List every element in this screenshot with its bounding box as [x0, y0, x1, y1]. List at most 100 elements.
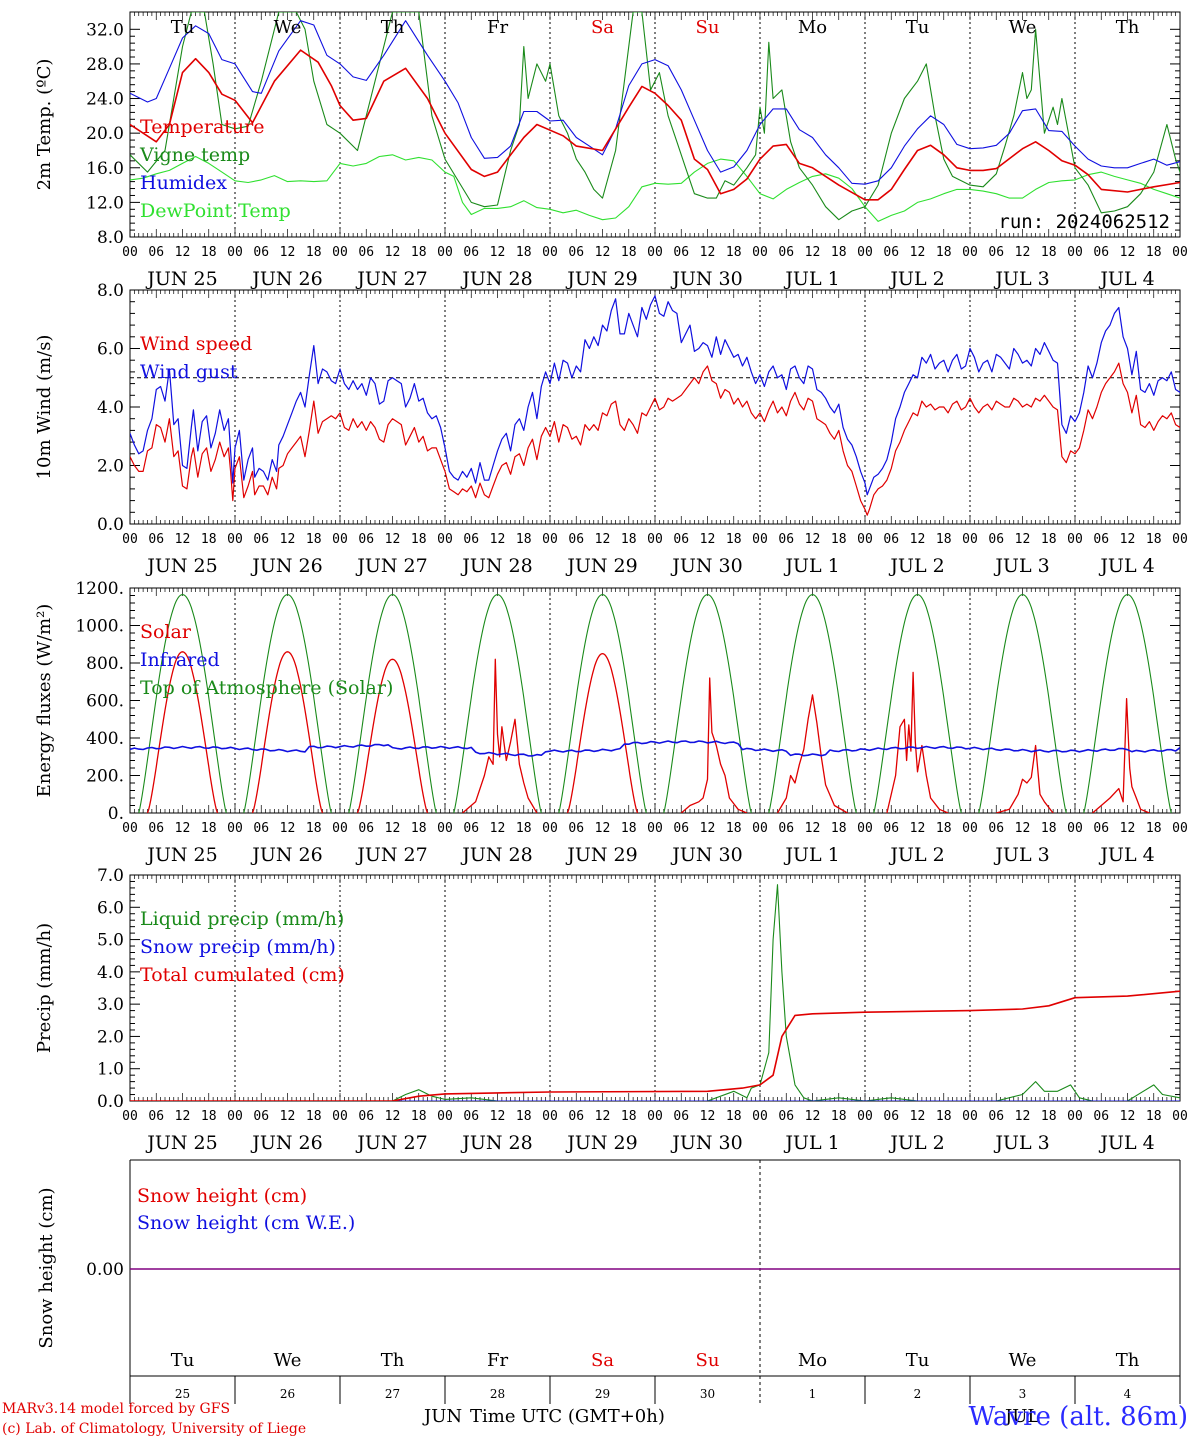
- hour-label: 18: [1146, 532, 1162, 547]
- day-name: Th: [1116, 17, 1140, 38]
- hour-label: 00: [1067, 1109, 1083, 1124]
- day-name: We: [1009, 1350, 1037, 1371]
- date-label: JUN 28: [460, 844, 532, 866]
- series-group: [130, 295, 1180, 516]
- hour-label: 12: [805, 1109, 821, 1124]
- hour-label: 00: [122, 245, 138, 260]
- day-name: Th: [381, 1350, 405, 1371]
- hour-label: 06: [568, 245, 584, 260]
- hour-label: 00: [752, 1109, 768, 1124]
- hour-label: 12: [175, 532, 191, 547]
- hour-label: 06: [778, 821, 794, 836]
- series-group: [130, 12, 1180, 222]
- date-label: JUL 2: [888, 1132, 944, 1154]
- day-name: Su: [696, 1350, 720, 1371]
- day-number: 25: [175, 1387, 190, 1401]
- hour-label: 00: [437, 532, 453, 547]
- y-tick-label: 0.: [108, 804, 124, 824]
- day-name: Su: [696, 17, 720, 38]
- hour-label: 12: [805, 245, 821, 260]
- y-axis-title: 2m Temp. (ºC): [34, 59, 55, 191]
- date-label: JUN 28: [460, 268, 532, 290]
- hour-label: 18: [411, 532, 427, 547]
- hour-label: 12: [175, 821, 191, 836]
- hour-label: 18: [516, 821, 532, 836]
- y-tick-label: 600.: [86, 692, 124, 712]
- hour-label: 12: [910, 245, 926, 260]
- hour-label: 00: [542, 1109, 558, 1124]
- hour-label: 00: [332, 532, 348, 547]
- y-tick-label: 32.0: [86, 20, 124, 40]
- hour-label: 18: [306, 821, 322, 836]
- hour-label: 06: [778, 1109, 794, 1124]
- hour-label: 06: [253, 821, 269, 836]
- hour-label: 12: [700, 821, 716, 836]
- hour-label: 00: [122, 532, 138, 547]
- hour-label: 06: [988, 245, 1004, 260]
- hour-label: 18: [1041, 532, 1057, 547]
- day-number: 27: [385, 1387, 400, 1401]
- day-name: Tu: [906, 17, 930, 38]
- hour-label: 18: [411, 245, 427, 260]
- legend-entry: Humidex: [140, 172, 227, 194]
- date-label: JUL 2: [888, 555, 944, 577]
- hour-label: 00: [1172, 1109, 1188, 1124]
- day-name: Sa: [591, 17, 614, 38]
- y-tick-label: 1000.: [75, 617, 124, 637]
- y-tick-label: 24.0: [86, 90, 124, 110]
- toa-curve: [453, 594, 542, 813]
- panel-5: [129, 1159, 1181, 1404]
- day-name: Tu: [171, 17, 195, 38]
- y-tick-label: 4.0: [97, 963, 124, 983]
- y-tick-label: 2.0: [97, 1027, 124, 1047]
- y-tick-label: 400.: [86, 729, 124, 749]
- day-number: 26: [280, 1387, 295, 1401]
- y-tick-label: 1200.: [75, 579, 124, 599]
- hour-label: 18: [621, 532, 637, 547]
- date-label: JUL 3: [993, 555, 1049, 577]
- series-line: [130, 362, 1180, 516]
- hour-label: 12: [1015, 245, 1031, 260]
- day-name: Mo: [798, 1350, 827, 1371]
- hour-label: 06: [568, 821, 584, 836]
- day-name: Tu: [906, 1350, 930, 1371]
- hour-label: 00: [647, 532, 663, 547]
- legend-entry: Total cumulated (cm): [140, 964, 345, 986]
- day-name: Th: [381, 17, 405, 38]
- hour-label: 00: [647, 1109, 663, 1124]
- hour-label: 00: [332, 821, 348, 836]
- hour-label: 06: [988, 1109, 1004, 1124]
- hour-label: 18: [1146, 1109, 1162, 1124]
- hour-label: 12: [910, 1109, 926, 1124]
- hour-label: 06: [463, 532, 479, 547]
- month-jun-label: JUN: [424, 1406, 463, 1427]
- hour-label: 12: [175, 245, 191, 260]
- hour-label: 18: [201, 245, 217, 260]
- date-label: JUN 28: [460, 1132, 532, 1154]
- y-tick-label: 3.0: [97, 995, 124, 1015]
- series-group: [130, 594, 1180, 813]
- legend-entry: Liquid precip (mm/h): [140, 908, 344, 930]
- hour-label: 00: [962, 1109, 978, 1124]
- hour-label: 06: [358, 821, 374, 836]
- panel-2: [129, 289, 1181, 525]
- y-axis-title: Precip (mm/h): [34, 923, 55, 1053]
- hour-label: 06: [778, 532, 794, 547]
- hour-label: 00: [122, 821, 138, 836]
- date-label: JUL 3: [993, 1132, 1049, 1154]
- date-label: JUN 27: [355, 555, 427, 577]
- y-tick-label: 0.0: [97, 515, 124, 535]
- solar-curve: [356, 658, 429, 813]
- hour-label: 18: [1041, 1109, 1057, 1124]
- solar-curve: [462, 658, 538, 813]
- lab-credit: (c) Lab. of Climatology, University of L…: [2, 1421, 307, 1437]
- legend-entry: Snow height (cm W.E.): [137, 1212, 355, 1234]
- hour-label: 12: [385, 821, 401, 836]
- legend-entry: Temperature: [140, 116, 264, 138]
- legend-entry: Wind gust: [140, 361, 238, 383]
- y-axis-title: 10m Wind (m/s): [34, 335, 55, 480]
- hour-label: 12: [910, 532, 926, 547]
- hour-label: 12: [595, 1109, 611, 1124]
- hour-label: 12: [700, 1109, 716, 1124]
